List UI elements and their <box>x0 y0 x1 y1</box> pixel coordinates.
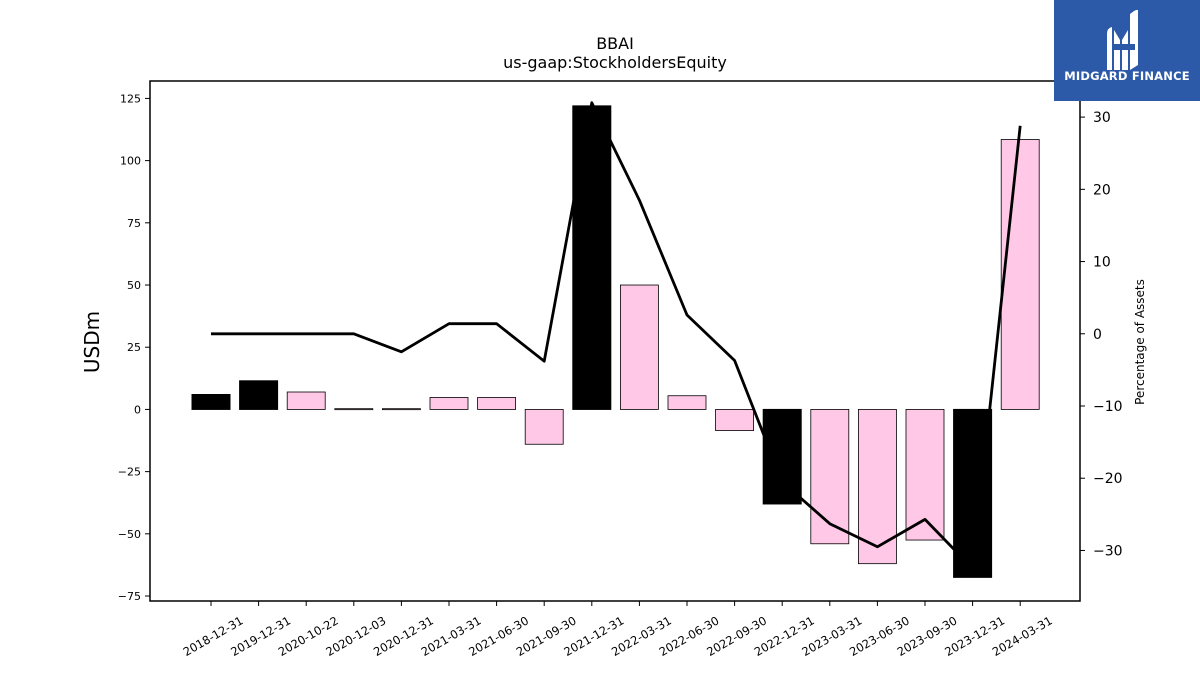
bar-2021-12-31 <box>572 105 612 410</box>
y-tick-label: −75 <box>118 590 141 603</box>
y2-tick-label: −20 <box>1093 471 1123 487</box>
y-tick-label: −50 <box>118 528 141 541</box>
bar-2024-03-31 <box>1000 139 1040 410</box>
logo: MIDGARD FINANCE <box>1054 0 1200 101</box>
bar-2022-09-30 <box>715 409 754 431</box>
plot-frame <box>149 80 1081 602</box>
bar-2023-12-31 <box>953 408 993 578</box>
y-axis-label: USDm <box>80 311 104 373</box>
y2-axis-label: Percentage of Assets <box>1133 279 1147 405</box>
bar-2021-06-30 <box>477 397 517 410</box>
logo-text: MIDGARD FINANCE <box>1064 69 1190 83</box>
y2-tick-label: 0 <box>1093 327 1102 343</box>
chart-subtitle: us-gaap:StockholdersEquity <box>503 53 727 72</box>
logo-mark <box>1054 0 1200 101</box>
line-layer <box>211 101 1022 570</box>
y-tick-label: 50 <box>127 279 141 292</box>
y2-tick-label: 30 <box>1093 110 1111 126</box>
y-tick-label: −25 <box>118 466 141 479</box>
bar-2022-12-31 <box>762 408 802 505</box>
bars-layer <box>191 105 1040 578</box>
bar-2021-09-30 <box>524 409 564 445</box>
y-tick-label: 25 <box>127 341 141 354</box>
bar-2020-12-03 <box>334 408 374 411</box>
bar-2019-12-31 <box>239 380 279 410</box>
y2-tick-label: 20 <box>1093 182 1111 198</box>
chart-title: BBAI <box>596 34 634 53</box>
bar-2022-06-30 <box>667 395 707 410</box>
y2-tick-label: 10 <box>1093 255 1111 271</box>
y2-tick-label: −30 <box>1093 543 1123 559</box>
bar-2023-09-30 <box>905 409 945 541</box>
y-tick-label: 0 <box>134 403 141 416</box>
y2-tick-label: −10 <box>1093 399 1123 415</box>
y-tick-label: 75 <box>127 217 141 230</box>
bar-2021-03-31 <box>429 397 469 410</box>
y-tick-label: 125 <box>120 92 141 105</box>
bar-2020-12-31 <box>381 408 421 411</box>
bar-2018-12-31 <box>191 393 231 410</box>
bar-2023-03-31 <box>810 409 850 545</box>
bar-2022-03-31 <box>620 284 659 410</box>
percentage-of-assets-line <box>211 101 1022 570</box>
bar-2020-10-22 <box>286 391 326 410</box>
y-tick-label: 100 <box>120 155 141 168</box>
